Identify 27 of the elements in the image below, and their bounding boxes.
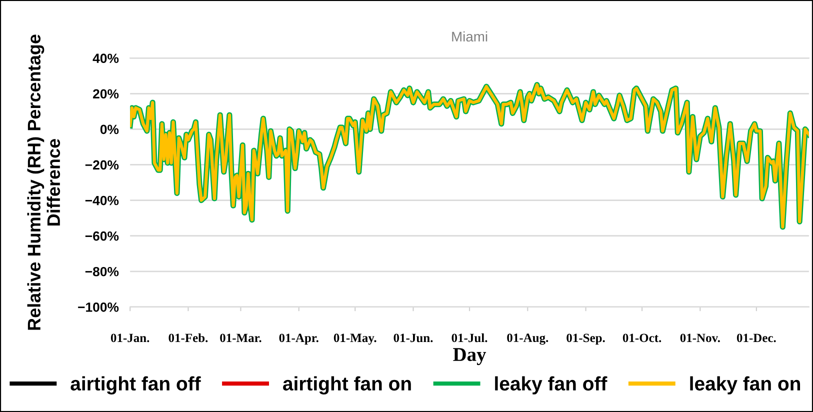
x-tick-label: 01-Feb. [168, 333, 208, 342]
legend-label: airtight fan on [283, 376, 411, 394]
x-tick-label: 01-Dec. [736, 334, 776, 342]
legend-label: airtight fan off [70, 376, 201, 394]
x-tick-label: 01-Oct. [622, 334, 662, 342]
y-tick-label: −20% [85, 160, 119, 170]
x-tick-label: 01-Mar. [220, 334, 262, 342]
y-tick-label: 0% [100, 124, 119, 134]
x-tick-label: 01-Jun. [394, 334, 433, 342]
y-tick-label: −80% [85, 266, 119, 276]
legend-label: leaky fan off [495, 376, 608, 394]
x-tick-label: 01-Jan. [110, 334, 150, 342]
x-axis-title: Day [453, 348, 486, 366]
y-axis-title: Relative Humidity (RH) Percentage Difference [27, 34, 60, 330]
x-tick-label: 01-Apr. [279, 334, 318, 345]
chart-title: Miami [452, 31, 488, 42]
x-tick-label: 01-May. [334, 334, 376, 345]
y-tick-label: −60% [85, 231, 119, 241]
y-tick-label: 40% [92, 54, 119, 64]
x-tick-label: 01-Aug. [507, 334, 548, 345]
y-tick-label: −100% [78, 302, 119, 312]
legend-label: leaky fan on [690, 376, 800, 394]
y-tick-label: 20% [93, 89, 119, 99]
x-tick-label: 01-Jul. [452, 333, 488, 342]
y-tick-label: −40% [85, 196, 119, 206]
x-tick-label: 01-Sep. [566, 334, 605, 345]
x-tick-label: 01-Nov. [680, 334, 720, 342]
